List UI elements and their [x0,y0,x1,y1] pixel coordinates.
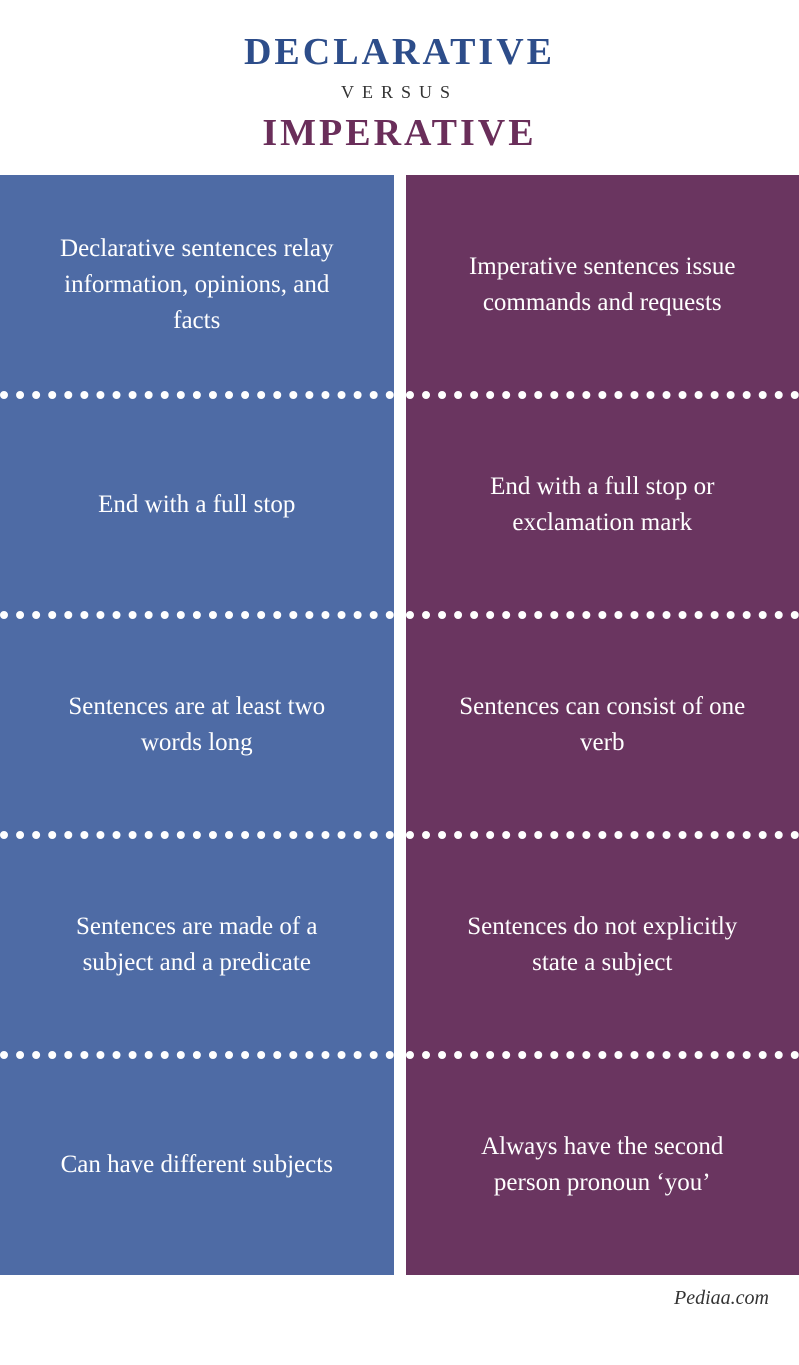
row-separator [0,1051,394,1059]
imperative-cell: Sentences can consist of one verb [406,615,799,835]
row-separator [0,391,394,399]
imperative-cell: Imperative sentences issue commands and … [406,175,799,395]
title-declarative: DECLARATIVE [20,30,779,74]
declarative-cell: Sentences are at least two words long [0,615,394,835]
imperative-column: Imperative sentences issue commands and … [406,175,799,1275]
header: DECLARATIVE VERSUS IMPERATIVE [0,0,799,175]
row-separator [0,611,394,619]
declarative-cell: Sentences are made of a subject and a pr… [0,835,394,1055]
declarative-cell: Declarative sentences relay information,… [0,175,394,395]
row-separator [0,831,394,839]
title-versus: VERSUS [20,82,779,103]
imperative-cell: End with a full stop or exclamation mark [406,395,799,615]
row-separator [406,611,799,619]
row-separator [406,831,799,839]
infographic-container: DECLARATIVE VERSUS IMPERATIVE Declarativ… [0,0,799,1322]
imperative-cell: Always have the second person pronoun ‘y… [406,1055,799,1275]
declarative-cell: End with a full stop [0,395,394,615]
footer-source: Pediaa.com [0,1275,799,1322]
declarative-column: Declarative sentences relay information,… [0,175,394,1275]
declarative-cell: Can have different subjects [0,1055,394,1275]
title-imperative: IMPERATIVE [20,111,779,155]
imperative-cell: Sentences do not explicitly state a subj… [406,835,799,1055]
row-separator [406,1051,799,1059]
row-separator [406,391,799,399]
comparison-grid: Declarative sentences relay information,… [0,175,799,1275]
